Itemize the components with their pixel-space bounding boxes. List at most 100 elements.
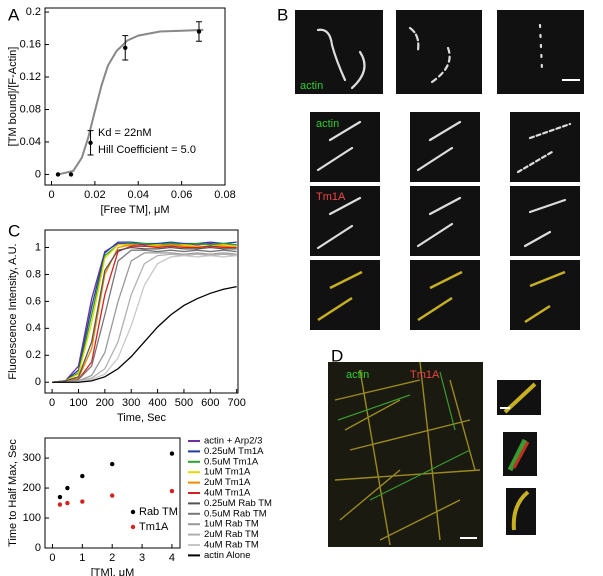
series-line	[52, 252, 237, 383]
x-axis-label: Time, Sec	[117, 412, 167, 424]
image	[510, 186, 580, 256]
data-point	[57, 502, 63, 507]
filament	[516, 122, 572, 174]
x-tick-label: 200	[96, 397, 114, 409]
y-tick-label: 0.08	[20, 103, 41, 115]
legend-label: 4uM Rab TM	[204, 540, 259, 551]
x-axis-label: [Free TM], μM	[100, 204, 169, 216]
image	[328, 362, 483, 547]
legend-label: Tm1A	[139, 521, 169, 533]
legend-label: 2uM Rab TM	[204, 529, 259, 540]
filament	[511, 490, 530, 531]
y-tick-label: 0.2	[26, 6, 41, 18]
legend-label: 0.25uM Tm1A	[204, 446, 264, 457]
filament	[538, 23, 544, 72]
x-tick-label: 2	[109, 552, 115, 564]
channel-label: Tm1A	[316, 191, 346, 203]
y-tick-label: 0.16	[20, 38, 41, 50]
legend-label: 0.5uM Tm1A	[204, 456, 259, 467]
x-axis-label: [TM], μM	[91, 567, 135, 576]
filament	[512, 441, 530, 469]
filament	[417, 270, 463, 322]
y-tick-label: 0.12	[20, 71, 41, 83]
x-tick-label: 100	[69, 397, 87, 409]
data-point	[68, 172, 74, 177]
filament	[316, 196, 362, 250]
data-point	[123, 45, 128, 50]
legend-label: actin + Arp2/3	[204, 436, 262, 447]
x-tick-label: 0	[49, 552, 55, 564]
data-point	[196, 29, 202, 34]
series-line	[52, 245, 237, 383]
y-tick-label: 0	[35, 542, 41, 554]
micrographs-d: actin Tm1A	[328, 361, 541, 547]
x-tick-label: 500	[175, 397, 193, 409]
x-tick-label: 400	[148, 397, 166, 409]
data-point	[65, 485, 70, 491]
data-point	[110, 493, 115, 498]
channel-label: Tm1A	[410, 369, 440, 381]
x-tick-label: 0	[49, 397, 55, 409]
series-line	[52, 246, 237, 383]
filament	[416, 120, 462, 172]
plot-frame	[44, 7, 226, 186]
filament	[350, 50, 366, 90]
data-point	[110, 461, 115, 467]
x-tick-label: 1	[79, 552, 85, 564]
y-tick-label: 0.6	[26, 295, 41, 307]
filament	[408, 26, 420, 52]
image	[497, 10, 584, 94]
filament	[523, 198, 567, 248]
y-tick-label: 0.8	[26, 268, 41, 280]
plot-frame	[44, 229, 239, 394]
x-tick-label: 4	[169, 552, 175, 564]
x-tick-label: 0.04	[128, 189, 149, 201]
legend-label: 1uM Rab TM	[204, 519, 259, 530]
y-tick-label: 0.2	[26, 349, 41, 361]
fit-line	[57, 28, 204, 176]
data-point	[169, 488, 175, 494]
x-tick-label: 0.08	[214, 189, 235, 201]
y-tick-label: 100	[23, 512, 41, 524]
legend-label: 0.5uM Rab TM	[204, 508, 267, 519]
data-point	[57, 494, 63, 500]
series-line	[52, 249, 237, 383]
y-tick-label: 0	[35, 168, 41, 180]
y-tick-label: 1	[35, 241, 41, 253]
panel-label: D	[331, 346, 343, 365]
annotation: Hill Coefficient = 5.0	[98, 144, 196, 156]
legend-label: 4uM Tm1A	[204, 488, 251, 499]
panel-label: C	[8, 221, 20, 240]
channel-label: actin	[300, 80, 323, 92]
x-tick-label: 3	[139, 552, 145, 564]
x-tick-label: 0	[48, 189, 54, 201]
image	[506, 488, 536, 535]
image	[396, 10, 482, 94]
filament	[317, 270, 363, 322]
micrographs-b: actin actin Tm1A	[295, 10, 584, 330]
series-line	[52, 253, 237, 383]
x-tick-label: 300	[122, 397, 140, 409]
image	[410, 112, 480, 182]
channel-label: actin	[346, 369, 369, 381]
data-point	[65, 500, 70, 506]
y-tick-label: 200	[23, 482, 41, 494]
legend-label: Rab TM	[139, 506, 178, 518]
filaments	[337, 371, 471, 501]
y-axis-label: Time to Half Max, Sec	[7, 439, 19, 547]
y-axis-label: Fluorescence Intensity, A.U.	[7, 243, 19, 379]
filaments	[334, 361, 481, 546]
filament	[316, 120, 362, 172]
data-point	[80, 473, 85, 479]
data-point	[55, 172, 61, 177]
series-line	[52, 242, 237, 383]
filament	[524, 270, 566, 324]
legend-swatch	[130, 524, 136, 530]
filament	[416, 196, 462, 248]
image	[310, 112, 380, 182]
filament	[507, 438, 528, 472]
channel-label: actin	[316, 118, 339, 130]
series-line	[52, 285, 237, 383]
